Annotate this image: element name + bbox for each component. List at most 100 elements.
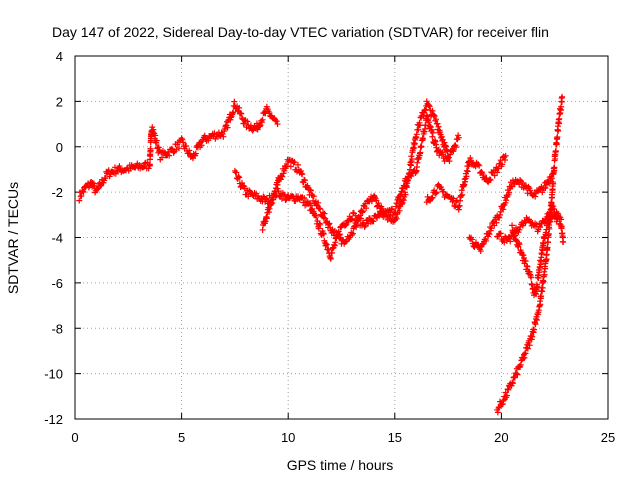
data-point (418, 143, 425, 150)
data-point (514, 371, 521, 378)
data-point (290, 159, 297, 166)
data-point (238, 110, 245, 117)
series-sat-a (76, 98, 281, 204)
data-point (211, 130, 218, 137)
y-tick-label: 0 (56, 140, 63, 155)
data-point (428, 126, 435, 133)
data-point (320, 230, 327, 237)
data-point (541, 271, 548, 278)
data-point (502, 389, 509, 396)
data-point (257, 122, 264, 129)
data-point (509, 379, 516, 386)
data-point (102, 175, 109, 182)
series-sat-g (494, 93, 566, 416)
data-point (468, 236, 475, 243)
data-point (453, 144, 460, 151)
data-point (105, 167, 112, 174)
data-point (446, 158, 453, 165)
data-point (558, 223, 565, 230)
data-point (429, 194, 436, 201)
data-point (97, 182, 104, 189)
data-point (370, 218, 377, 225)
data-point (531, 326, 538, 333)
data-point (315, 225, 322, 232)
x-tick-label: 5 (178, 430, 185, 445)
data-point (307, 202, 314, 209)
data-point (245, 193, 252, 200)
data-point (260, 193, 267, 200)
data-point (487, 224, 494, 231)
data-point (417, 149, 424, 156)
data-point (549, 194, 556, 201)
data-point (79, 188, 86, 195)
data-point (552, 148, 559, 155)
data-point (254, 126, 261, 133)
data-point (546, 225, 553, 232)
data-point (219, 131, 226, 138)
data-point (375, 200, 382, 207)
x-tick-label: 20 (494, 430, 508, 445)
y-tick-label: -6 (51, 276, 63, 291)
data-point (494, 409, 501, 416)
data-point (301, 194, 308, 201)
data-point (259, 116, 266, 123)
data-point (408, 156, 415, 163)
data-point (159, 154, 166, 161)
data-point (186, 147, 193, 154)
data-point (310, 193, 317, 200)
data-point (249, 127, 256, 134)
data-point (407, 162, 414, 169)
data-point (359, 208, 366, 215)
data-point (509, 183, 516, 190)
data-point (241, 120, 248, 127)
data-point (540, 240, 547, 247)
data-point (183, 142, 190, 149)
y-tick-label: -4 (51, 231, 63, 246)
data-point (230, 109, 237, 116)
data-point (317, 205, 324, 212)
x-tick-label: 10 (281, 430, 295, 445)
data-point (495, 404, 502, 411)
data-point (486, 231, 493, 238)
data-point (517, 223, 524, 230)
data-point (553, 141, 560, 148)
data-point (326, 220, 333, 227)
data-point (236, 104, 243, 111)
data-point (256, 123, 263, 130)
data-point (476, 162, 483, 169)
data-point (141, 160, 148, 167)
data-point (501, 154, 508, 161)
data-point (472, 239, 479, 246)
data-point (483, 237, 490, 244)
data-point (548, 175, 555, 182)
data-point (389, 205, 396, 212)
data-point (456, 202, 463, 209)
y-tick-label: -12 (44, 412, 63, 427)
data-point (247, 122, 254, 129)
data-point (434, 120, 441, 127)
data-point (439, 149, 446, 156)
data-point (555, 128, 562, 135)
data-point (526, 342, 533, 349)
data-point (317, 221, 324, 228)
data-point (542, 185, 549, 192)
y-axis-label: SDTVAR / TECUs (5, 182, 21, 294)
data-point (198, 142, 205, 149)
data-point (527, 187, 534, 194)
data-point (542, 265, 549, 272)
data-point (112, 170, 119, 177)
data-point (315, 199, 322, 206)
data-point (263, 195, 270, 202)
data-point (353, 221, 360, 228)
data-point (152, 132, 159, 139)
data-point (524, 345, 531, 352)
data-point (78, 192, 85, 199)
data-point (343, 221, 350, 228)
data-point (550, 206, 557, 213)
data-point (533, 316, 540, 323)
y-tick-label: 4 (56, 49, 63, 64)
x-tick-label: 25 (601, 430, 615, 445)
grid (75, 56, 608, 419)
data-point (316, 220, 323, 227)
data-point (455, 134, 462, 141)
